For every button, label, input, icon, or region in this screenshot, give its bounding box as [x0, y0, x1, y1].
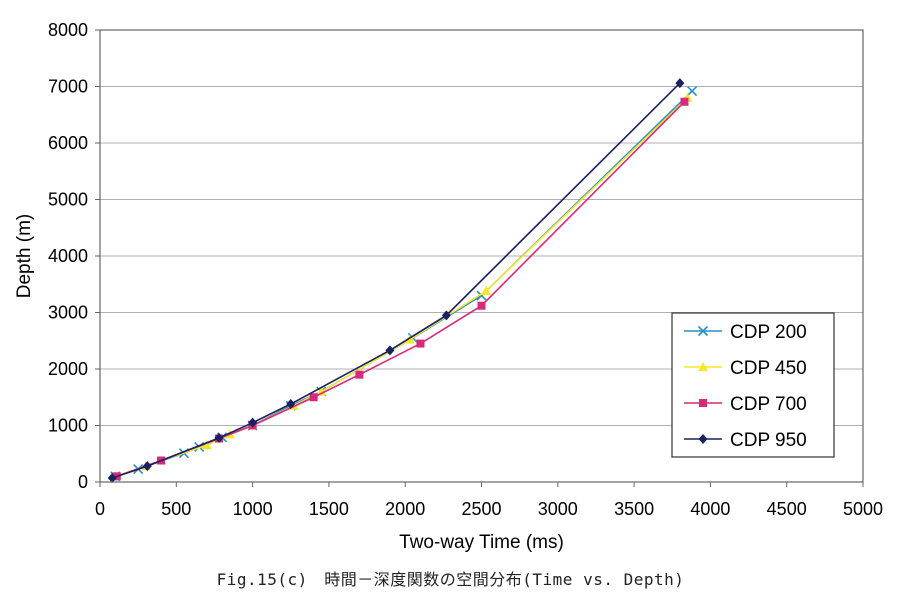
- series-layer: [107, 78, 698, 484]
- legend-item: CDP 950: [684, 430, 807, 451]
- data-point: [416, 339, 425, 348]
- x-tick-label: 1000: [233, 499, 273, 519]
- data-point: [699, 399, 707, 407]
- axis-ticks: 0 500 1000 1500 2000 2500 3000 3500 4000 4500 5000…: [48, 20, 883, 519]
- data-point: [316, 386, 327, 396]
- data-point: [477, 301, 486, 310]
- series-line: [116, 101, 686, 478]
- data-point: [675, 78, 685, 89]
- data-point: [441, 310, 451, 321]
- data-point: [698, 434, 708, 444]
- data-point: [697, 325, 709, 337]
- series-cdp-450: [110, 92, 693, 481]
- data-point: [355, 370, 364, 379]
- data-point: [142, 461, 152, 472]
- legend-label: CDP 950: [730, 430, 807, 451]
- time-depth-chart: 0 500 1000 1500 2000 2500 3000 3500 4000 4500 5000…: [14, 20, 883, 553]
- x-tick-label: 2500: [461, 499, 501, 519]
- y-tick-label: 1000: [48, 416, 88, 436]
- x-tick-label: 3500: [614, 499, 654, 519]
- series-line: [115, 90, 693, 478]
- x-tick-label: 5000: [843, 499, 883, 519]
- data-point: [309, 393, 318, 402]
- y-tick-label: 8000: [48, 20, 88, 40]
- y-tick-label: 2000: [48, 359, 88, 379]
- y-tick-label: 0: [78, 472, 88, 492]
- data-point: [687, 85, 698, 97]
- series-cdp-700: [112, 97, 689, 481]
- legend-box: [671, 312, 835, 458]
- data-point: [214, 432, 224, 443]
- data-point: [481, 286, 492, 296]
- data-point: [107, 473, 117, 484]
- data-point: [698, 362, 708, 371]
- legend-item: CDP 700: [684, 394, 807, 415]
- legend-item: CDP 200: [684, 322, 807, 343]
- legend-label: CDP 700: [730, 394, 807, 415]
- y-tick-label: 7000: [48, 77, 88, 97]
- data-point: [201, 440, 212, 450]
- legend: CDP 200 CDP 450 CDP 700 CDP 950: [671, 312, 835, 458]
- series-line: [111, 82, 681, 479]
- series-cdp-950: [107, 78, 685, 484]
- y-tick-label: 4000: [48, 246, 88, 266]
- data-point: [385, 345, 395, 356]
- x-tick-label: 1500: [309, 499, 349, 519]
- x-tick-label: 4000: [690, 499, 730, 519]
- series-cdp-200: [110, 85, 698, 482]
- figure-caption: Fig.15(c) 時間－深度関数の空間分布(Time vs. Depth): [216, 570, 685, 589]
- data-point: [404, 334, 415, 344]
- legend-label: CDP 200: [730, 322, 807, 343]
- y-axis-title: Depth (m): [14, 214, 35, 298]
- data-point: [248, 417, 258, 428]
- y-tick-label: 3000: [48, 303, 88, 323]
- legend-item: CDP 450: [684, 358, 807, 379]
- x-tick-label: 2000: [385, 499, 425, 519]
- series-line: [115, 97, 689, 478]
- data-point: [286, 399, 296, 410]
- legend-label: CDP 450: [730, 358, 807, 379]
- gridlines: [100, 86, 863, 426]
- data-point: [680, 97, 689, 106]
- x-tick-label: 3000: [538, 499, 578, 519]
- x-tick-label: 0: [95, 499, 105, 519]
- y-tick-label: 5000: [48, 190, 88, 210]
- y-tick-label: 6000: [48, 133, 88, 153]
- x-axis-title: Two-way Time (ms): [399, 532, 564, 553]
- x-tick-label: 4500: [767, 499, 807, 519]
- x-tick-label: 500: [161, 499, 191, 519]
